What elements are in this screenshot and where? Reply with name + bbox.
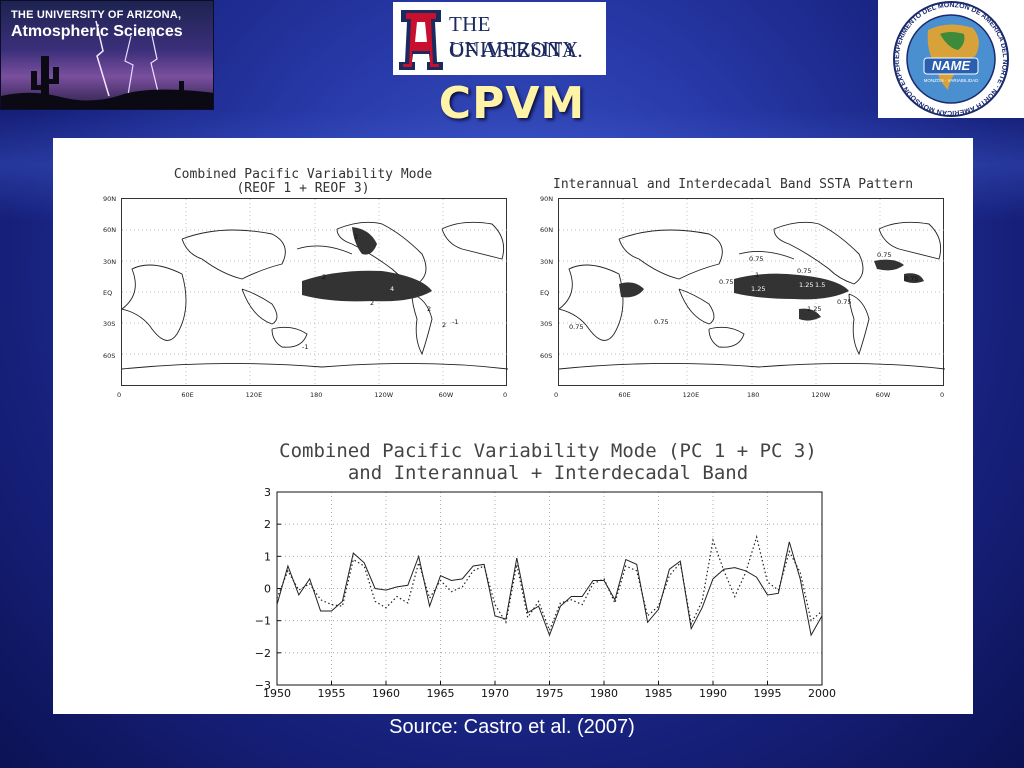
map1-lon-tick: 60E <box>181 391 194 399</box>
map2-label: 1 <box>755 271 759 279</box>
map2-lon-tick: 120E <box>682 391 700 399</box>
logo-text-line1: THE UNIVERSITY <box>449 12 578 61</box>
university-of-arizona-logo: A THE UNIVERSITY OF ARIZONA. <box>393 2 606 75</box>
map2-title: Interannual and Interdecadal Band SSTA P… <box>553 178 953 192</box>
y-tick-label: −3 <box>255 679 271 692</box>
map2-lon-tick: 120W <box>811 391 831 399</box>
name-experiment-logo: EXPERIMENTO DEL MONZÓN DE AMÉRICA DEL NO… <box>875 0 1024 118</box>
name-globe-icon: EXPERIMENTO DEL MONZÓN DE AMÉRICA DEL NO… <box>875 0 1009 117</box>
x-tick-label: 1960 <box>372 687 400 700</box>
y-tick-label: 0 <box>264 583 271 596</box>
logo-badge: NAME <box>932 58 971 73</box>
map1-lat-tick: 60S <box>103 351 116 360</box>
x-tick-label: 1980 <box>590 687 618 700</box>
y-tick-label: −1 <box>255 615 271 628</box>
map2-lon-tick: 0 <box>940 391 945 399</box>
map1: 4 2 2 2 2 2 -1 -1 <box>121 198 509 387</box>
y-tick-label: 2 <box>264 518 271 531</box>
map2-label: 0.75 <box>904 275 918 283</box>
figure-panel: Combined Pacific Variability Mode (REOF … <box>53 138 973 714</box>
map1-label: -1 <box>452 318 458 326</box>
map2-lat-tick: 30S <box>540 320 553 329</box>
map1-title-line2: (REOF 1 + REOF 3) <box>236 181 370 196</box>
map1-lon-tick: 120W <box>374 391 394 399</box>
y-tick-label: 3 <box>264 486 271 499</box>
source-caption: Source: Castro et al. (2007) <box>389 716 635 738</box>
map2-label: 1.25 <box>807 305 821 313</box>
map1-lon-tick: 180 <box>310 391 323 399</box>
map1-lat-tick: 30S <box>103 320 116 329</box>
series-line-solid <box>276 541 823 637</box>
chart-title-line1: Combined Pacific Variability Mode (PC 1 … <box>279 440 817 462</box>
logo-line1: THE UNIVERSITY OF ARIZONA, <box>11 9 182 21</box>
map2-lat-tick: EQ <box>540 289 550 297</box>
x-tick-label: 1965 <box>427 687 455 700</box>
map2-label: 0.75 <box>797 267 811 275</box>
map1-contours: 4 2 2 2 2 2 -1 -1 <box>121 199 509 387</box>
map1-label: 2 <box>427 305 431 313</box>
chart-title-line2: and Interannual + Interdecadal Band <box>347 462 749 484</box>
map1-lon-tick: 0 <box>503 391 508 399</box>
map1-title-line1: Combined Pacific Variability Mode <box>173 167 433 182</box>
map2-lat-tick: 90N <box>540 195 554 203</box>
atmospheric-sciences-logo: THE UNIVERSITY OF ARIZONA, Atmospheric S… <box>0 0 214 110</box>
map1-label: 2 <box>322 273 326 281</box>
x-tick-label: 1970 <box>481 687 509 700</box>
map1-lat-tick: EQ <box>103 289 113 297</box>
x-tick-label: 1975 <box>536 687 564 700</box>
map2-label: 1.5 <box>815 281 825 289</box>
map1-label: 2 <box>354 233 358 241</box>
map1-label: 4 <box>390 285 394 293</box>
map1-lon-tick: 120E <box>245 391 263 399</box>
map2-label: 0.75 <box>569 323 583 331</box>
map2-lat-tick: 30N <box>540 257 554 266</box>
y-tick-label: −2 <box>255 647 271 660</box>
time-series-chart: 1950 1955 1960 1965 1970 1975 1980 1985 1990 1995… <box>255 486 836 700</box>
x-tick-label: 1990 <box>699 687 727 700</box>
map2-lon-tick: 60W <box>875 391 891 399</box>
map2-contours: 1.25 1.25 1.5 0.75 1 0.75 0.75 1.25 0.75… <box>558 199 946 387</box>
map1-label: 2 <box>442 321 446 329</box>
map2-lat-tick: 60S <box>540 351 553 360</box>
map1-lon-tick: 0 <box>117 391 122 399</box>
map2-lon-tick: 0 <box>554 391 559 399</box>
map2-label: 0.75 <box>837 298 851 306</box>
map1-title: Combined Pacific Variability Mode (REOF … <box>173 168 433 196</box>
map1-lat-tick: 60N <box>103 226 117 235</box>
map1-label: 2 <box>370 299 374 307</box>
x-tick-label: 1985 <box>645 687 673 700</box>
chart-title: Combined Pacific Variability Mode (PC 1 … <box>223 440 873 484</box>
map1-lat-tick: 30N <box>103 257 117 266</box>
map1-lat-tick: 90N <box>103 195 117 203</box>
x-tick-label: 2000 <box>808 687 836 700</box>
page-title: CPVM <box>438 78 586 129</box>
logo-text-line2: OF ARIZONA. <box>449 38 583 62</box>
map2-label: 0.75 <box>654 318 668 326</box>
x-tick-label: 1995 <box>754 687 782 700</box>
map1-lon-tick: 60W <box>438 391 454 399</box>
y-tick-label: 1 <box>264 550 271 563</box>
desert-lightning-icon <box>1 20 213 109</box>
map2-label: 1.25 <box>799 281 813 289</box>
map2-label: 1.25 <box>751 285 765 293</box>
map1-label: -1 <box>302 343 308 351</box>
map2-title-line1: Interannual and Interdecadal Band SSTA P… <box>553 177 914 192</box>
map2-lon-tick: 180 <box>747 391 760 399</box>
map2: 1.25 1.25 1.5 0.75 1 0.75 0.75 1.25 0.75… <box>558 198 946 387</box>
map2-label: 0.75 <box>749 255 763 263</box>
x-tick-label: 1955 <box>318 687 346 700</box>
logo-sub: MONZÓN · VARIABILIDAD <box>924 77 979 83</box>
map2-label: 0.75 <box>719 278 733 286</box>
map2-lon-tick: 60E <box>618 391 631 399</box>
x-tick-label: 1950 <box>263 687 291 700</box>
logo-line2: Atmospheric Sciences <box>11 23 183 40</box>
map2-label: 0.75 <box>877 251 891 259</box>
arizona-a-icon <box>399 10 443 70</box>
map2-lat-tick: 60N <box>540 226 554 235</box>
